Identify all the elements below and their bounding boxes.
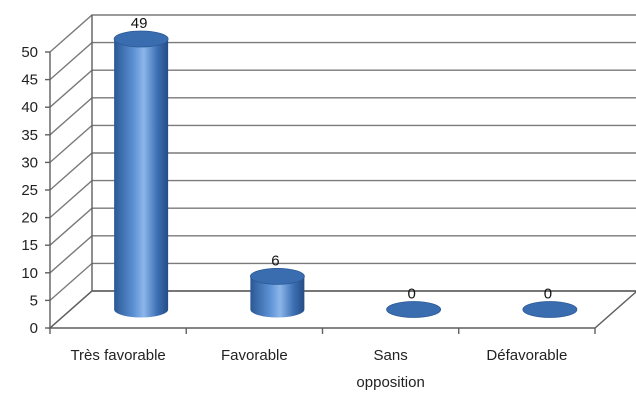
y-tick-label: 25 [21, 182, 38, 199]
y-tick-labels: 0 5 10 15 20 25 30 35 40 45 50 [21, 44, 38, 337]
data-label: 0 [544, 286, 552, 303]
y-tick-label: 45 [21, 72, 38, 89]
bar-top [386, 301, 442, 318]
data-label: 49 [131, 15, 148, 32]
floor [48, 290, 636, 329]
bar [113, 30, 169, 318]
bar-top [522, 301, 578, 318]
y-tick-label: 30 [21, 154, 38, 171]
y-tick-label: 40 [21, 99, 38, 116]
bar [386, 301, 442, 318]
category-labels: Très favorable Favorable Sans opposition Déf… [70, 347, 567, 391]
bar-body [250, 276, 305, 318]
bar [249, 267, 305, 318]
bar-body [114, 39, 169, 318]
y-tick-label: 5 [30, 292, 38, 309]
y-tick-label: 35 [21, 127, 38, 144]
data-label: 6 [271, 252, 279, 269]
y-tick-label: 15 [21, 237, 38, 254]
axis-walls [45, 15, 636, 334]
category-label: Favorable [221, 347, 288, 364]
category-label: Défavorable [486, 347, 567, 364]
y-tick-label: 10 [21, 265, 38, 282]
bar-top [113, 30, 169, 48]
y-tick-label: 50 [21, 44, 38, 61]
y-tick-label: 0 [30, 320, 38, 337]
category-label: Très favorable [70, 347, 165, 364]
category-label: Sans opposition [356, 347, 424, 391]
bar-top [249, 267, 305, 285]
data-labels: 49 6 0 0 [131, 15, 552, 302]
bar [522, 301, 578, 318]
data-label: 0 [407, 286, 415, 303]
y-tick-label: 20 [21, 210, 38, 227]
bars [113, 30, 578, 318]
